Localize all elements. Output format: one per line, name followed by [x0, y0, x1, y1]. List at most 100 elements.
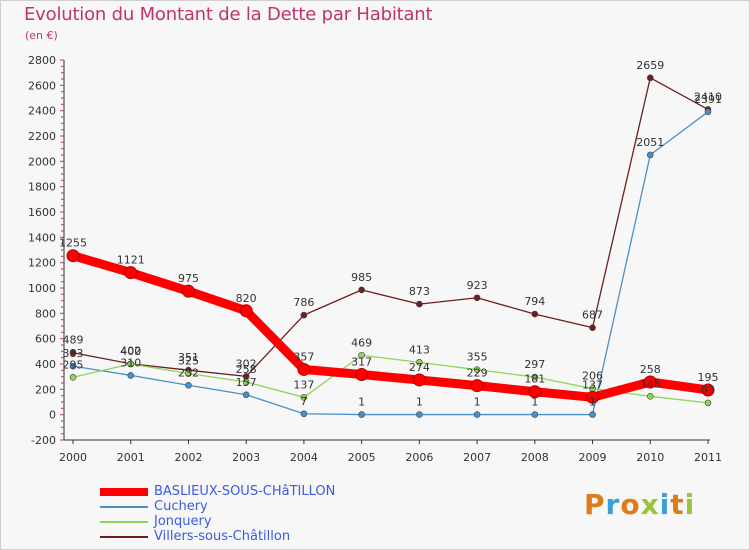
data-point-0: [701, 383, 715, 397]
x-tick-label: 2002: [174, 451, 202, 464]
data-label-0: 229: [467, 367, 488, 380]
data-label-3: 687: [582, 309, 603, 322]
data-point-1: [531, 411, 539, 418]
data-label-0: 820: [236, 292, 257, 305]
data-point-0: [355, 368, 369, 382]
data-point-1: [358, 411, 365, 418]
data-point-0: [412, 373, 426, 387]
data-label-3: 351: [178, 351, 199, 364]
logo-letter: P: [584, 488, 606, 521]
legend-swatch-villers: [100, 536, 148, 538]
y-tick-label: 2000: [28, 155, 56, 168]
data-label-2: 137: [293, 378, 314, 391]
logo-letter: o: [620, 488, 641, 521]
data-label-2: 145: [640, 377, 661, 390]
x-tick-label: 2008: [521, 451, 549, 464]
data-label-2: 258: [236, 363, 257, 376]
data-point-1: [646, 151, 654, 159]
data-label-3: 302: [236, 357, 257, 370]
data-point-3: [589, 324, 596, 331]
logo-letter: r: [605, 488, 621, 521]
x-tick-label: 2001: [117, 451, 145, 464]
legend-label-baslieux: BASLIEUX-SOUS-CHâTILLON: [154, 484, 336, 499]
x-tick-label: 2004: [290, 451, 318, 464]
y-tick-label: 0: [49, 409, 56, 422]
x-tick-label: 2000: [59, 451, 87, 464]
data-point-0: [528, 385, 542, 399]
data-label-1: 2051: [636, 136, 664, 149]
data-point-1: [704, 108, 712, 116]
data-point-0: [297, 362, 311, 376]
data-point-2: [646, 392, 654, 400]
y-tick-label: -200: [31, 434, 56, 447]
data-point-1: [416, 411, 423, 418]
data-label-2: 413: [409, 343, 430, 356]
x-tick-label: 2005: [348, 451, 376, 464]
data-label-0: 258: [640, 363, 661, 376]
x-tick-label: 2009: [579, 451, 607, 464]
logo-letter: i: [659, 488, 671, 521]
logo-letter: i: [684, 488, 696, 521]
data-label-2: 206: [582, 370, 603, 383]
data-label-3: 489: [63, 334, 84, 347]
chart-unit-label: (en €): [25, 29, 58, 42]
data-label-0: 1121: [117, 254, 145, 267]
data-label-3: 2410: [694, 90, 722, 103]
data-label-1: 1: [358, 396, 365, 409]
data-label-3: 2659: [636, 59, 664, 72]
data-label-1: 7: [300, 395, 307, 408]
y-tick-label: 2600: [28, 79, 56, 92]
y-tick-label: 1000: [28, 282, 56, 295]
y-tick-label: 2800: [28, 54, 56, 67]
data-point-3: [531, 310, 539, 318]
data-label-0: 975: [178, 272, 199, 285]
data-label-0: 1255: [59, 237, 87, 250]
data-label-1: 1: [531, 396, 538, 409]
data-point-3: [300, 311, 308, 319]
x-tick-label: 2003: [232, 451, 260, 464]
series-line-0: [68, 251, 713, 402]
data-label-0: 181: [524, 373, 545, 386]
data-point-2: [704, 399, 712, 407]
data-point-2: [185, 370, 192, 377]
x-tick-label: 2007: [463, 451, 491, 464]
data-label-1: 232: [178, 366, 199, 379]
data-label-0: 195: [698, 371, 719, 384]
data-label-1: 1: [474, 396, 481, 409]
data-label-1: 1: [416, 396, 423, 409]
data-point-2: [127, 360, 135, 368]
x-tick-label: 2011: [694, 451, 722, 464]
data-point-1: [185, 381, 192, 389]
data-label-1: 383: [63, 347, 84, 360]
data-label-2: 295: [63, 358, 84, 371]
data-point-3: [69, 349, 77, 357]
series-line-1: [72, 111, 709, 416]
data-label-3: 923: [467, 279, 488, 292]
data-label-1: 1: [589, 396, 596, 409]
proxiti-logo: Proxiti: [584, 488, 695, 521]
data-label-2: 400: [120, 345, 141, 358]
data-label-0: 357: [293, 350, 314, 363]
data-point-0: [66, 249, 80, 263]
data-label-3: 985: [351, 271, 372, 284]
data-point-0: [470, 379, 484, 393]
legend-swatch-cuchery: [100, 506, 148, 508]
data-label-3: 794: [524, 295, 545, 308]
data-point-1: [589, 411, 596, 418]
data-point-0: [239, 304, 253, 318]
data-label-2: 355: [467, 351, 488, 364]
series-line-2: [72, 354, 709, 404]
data-label-0: 274: [409, 361, 430, 374]
x-tick-label: 2006: [405, 451, 433, 464]
data-label-2: 297: [524, 358, 545, 371]
legend-swatch-jonquery: [100, 521, 148, 523]
data-point-3: [646, 74, 654, 82]
data-point-1: [69, 362, 77, 370]
data-point-0: [586, 390, 600, 404]
data-point-2: [300, 394, 308, 401]
x-tick-label: 2010: [636, 451, 664, 464]
logo-letter: t: [670, 488, 685, 521]
y-tick-label: 200: [35, 383, 56, 396]
y-tick-label: 1200: [28, 257, 56, 270]
